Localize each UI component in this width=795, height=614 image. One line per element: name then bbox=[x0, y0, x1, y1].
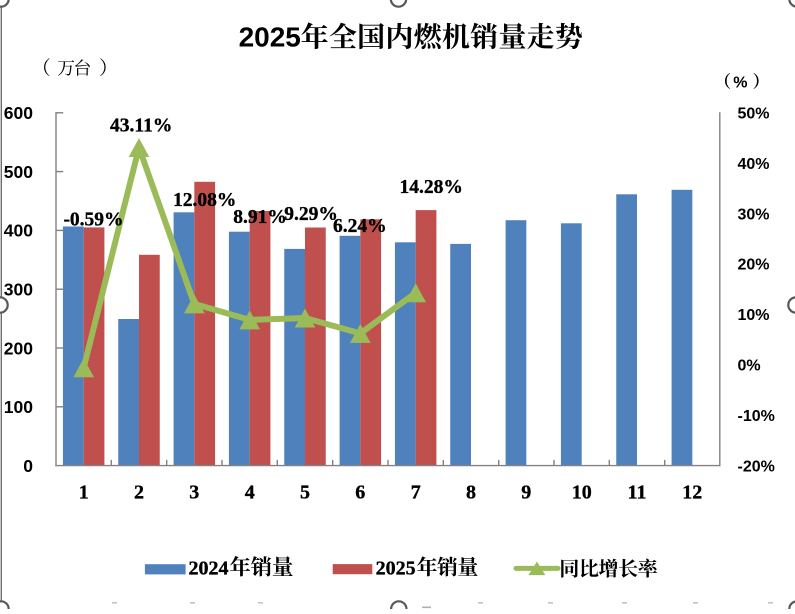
svg-text:7: 7 bbox=[411, 482, 421, 504]
svg-text:10%: 10% bbox=[738, 307, 770, 324]
svg-text:20%: 20% bbox=[738, 257, 770, 274]
svg-text:40%: 40% bbox=[738, 156, 770, 173]
svg-text:2025: 2025 bbox=[376, 557, 416, 579]
svg-text:8: 8 bbox=[466, 482, 476, 504]
svg-text:300: 300 bbox=[4, 280, 33, 300]
svg-text:8.91%: 8.91% bbox=[233, 207, 287, 228]
svg-text:12: 12 bbox=[682, 482, 702, 504]
svg-text:-20%: -20% bbox=[738, 458, 775, 475]
svg-text:600: 600 bbox=[4, 103, 33, 123]
svg-text:6: 6 bbox=[355, 482, 365, 504]
svg-text:0%: 0% bbox=[738, 358, 761, 375]
svg-text:9: 9 bbox=[521, 482, 531, 504]
svg-text:43.11%: 43.11% bbox=[110, 116, 172, 137]
svg-text:10: 10 bbox=[572, 482, 592, 504]
svg-text:11: 11 bbox=[628, 482, 647, 504]
svg-text:2: 2 bbox=[134, 482, 144, 504]
svg-text:-0.59%: -0.59% bbox=[63, 209, 123, 230]
svg-text:-10%: -10% bbox=[738, 408, 775, 425]
svg-text:14.28%: 14.28% bbox=[400, 177, 463, 198]
svg-text:0: 0 bbox=[23, 456, 33, 476]
svg-text:9.29%: 9.29% bbox=[284, 204, 338, 225]
svg-text:12.08%: 12.08% bbox=[173, 190, 236, 211]
svg-text:2025: 2025 bbox=[239, 22, 301, 53]
svg-text:200: 200 bbox=[4, 338, 33, 358]
svg-text:6.24%: 6.24% bbox=[333, 216, 387, 237]
svg-text:2024: 2024 bbox=[189, 557, 229, 579]
svg-text:3: 3 bbox=[189, 482, 199, 504]
svg-text:1: 1 bbox=[79, 482, 89, 504]
svg-text:400: 400 bbox=[4, 221, 33, 241]
svg-text:5: 5 bbox=[300, 482, 310, 504]
svg-text:%: % bbox=[733, 75, 747, 92]
svg-text:500: 500 bbox=[4, 162, 33, 182]
svg-text:4: 4 bbox=[245, 482, 255, 504]
svg-text:50%: 50% bbox=[738, 106, 770, 123]
svg-text:30%: 30% bbox=[738, 206, 770, 223]
svg-text:100: 100 bbox=[4, 397, 33, 417]
